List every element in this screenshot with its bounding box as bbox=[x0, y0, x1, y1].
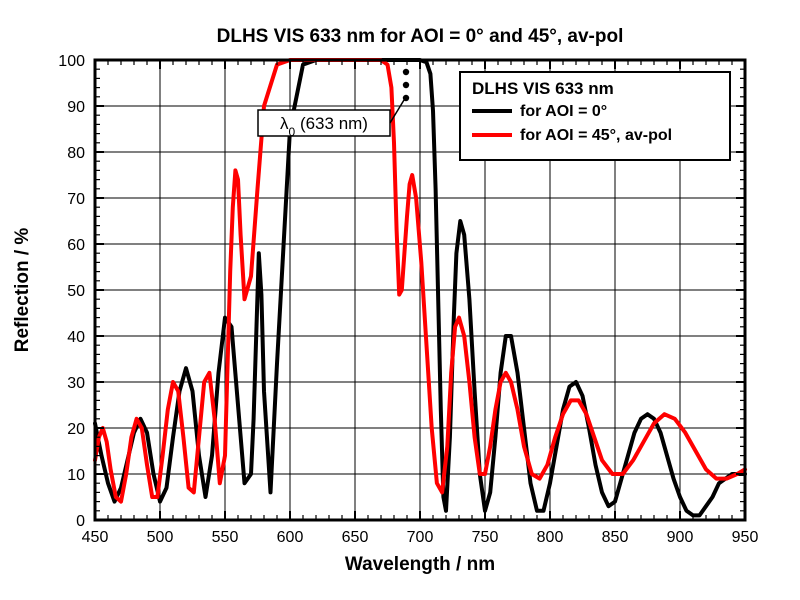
x-tick-label: 500 bbox=[147, 529, 174, 546]
y-tick-label: 50 bbox=[67, 283, 85, 300]
x-tick-label: 550 bbox=[212, 529, 239, 546]
y-tick-label: 0 bbox=[76, 513, 85, 530]
y-tick-label: 100 bbox=[58, 53, 85, 70]
x-tick-label: 600 bbox=[277, 529, 304, 546]
y-tick-label: 10 bbox=[67, 467, 85, 484]
x-tick-label: 800 bbox=[537, 529, 564, 546]
reflection-spectrum-chart: 450 500 550 600 650 700 750 800 850 900 950 0 10 20 30… bbox=[0, 0, 800, 600]
y-tick-label: 60 bbox=[67, 237, 85, 254]
x-tick-label: 850 bbox=[602, 529, 629, 546]
x-tick-label: 700 bbox=[407, 529, 434, 546]
chart-title: DLHS VIS 633 nm for AOI = 0° and 45°, av… bbox=[217, 26, 624, 47]
legend-item-label: for AOI = 0° bbox=[520, 103, 607, 120]
y-tick-label: 30 bbox=[67, 375, 85, 392]
x-tick-label: 450 bbox=[82, 529, 109, 546]
annotation-dot bbox=[403, 82, 409, 88]
y-tick-label: 20 bbox=[67, 421, 85, 438]
y-tick-label: 90 bbox=[67, 99, 85, 116]
y-tick-label: 70 bbox=[67, 191, 85, 208]
x-tick-label: 750 bbox=[472, 529, 499, 546]
legend-title: DLHS VIS 633 nm bbox=[472, 79, 614, 98]
x-tick-label: 900 bbox=[667, 529, 694, 546]
y-tick-label: 80 bbox=[67, 145, 85, 162]
x-tick-label: 650 bbox=[342, 529, 369, 546]
chart-container: 450 500 550 600 650 700 750 800 850 900 950 0 10 20 30… bbox=[0, 0, 800, 600]
annotation-dot bbox=[403, 69, 409, 75]
x-axis-label: Wavelength / nm bbox=[345, 554, 495, 575]
legend: DLHS VIS 633 nm for AOI = 0° for AOI = 45°… bbox=[460, 72, 730, 160]
x-tick-label: 950 bbox=[732, 529, 759, 546]
y-tick-label: 40 bbox=[67, 329, 85, 346]
y-axis-label: Reflection / % bbox=[12, 228, 33, 353]
legend-item-label: for AOI = 45°, av-pol bbox=[520, 127, 672, 144]
